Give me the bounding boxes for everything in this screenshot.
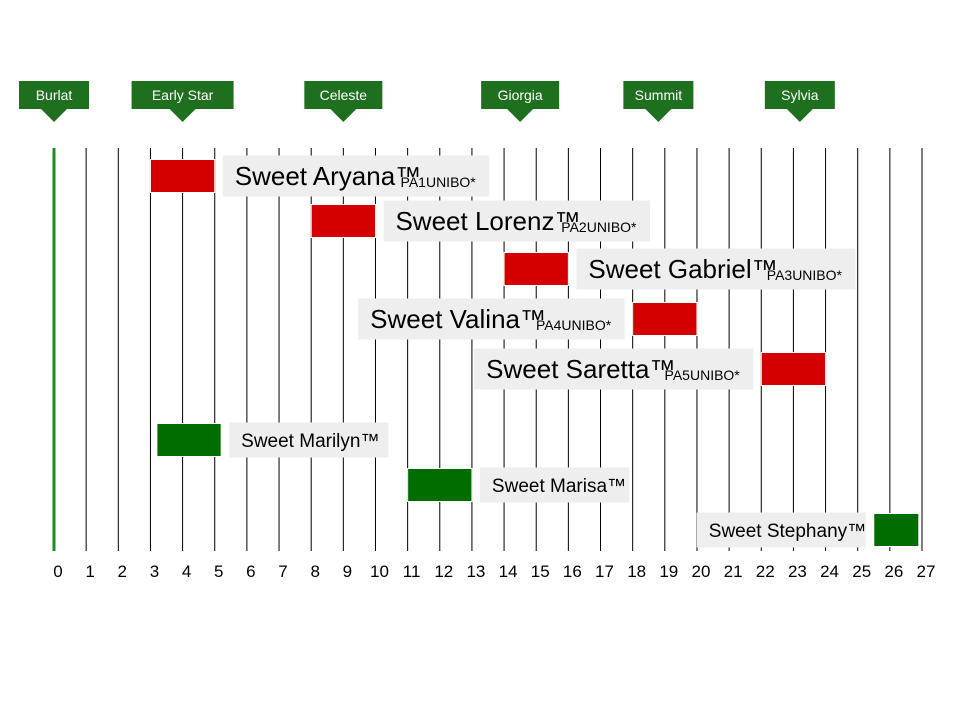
- reference-badge-label: Giorgia: [498, 87, 543, 103]
- x-tick-label: 24: [820, 562, 839, 581]
- variety-code: PA1UNIBO*: [401, 174, 477, 190]
- x-tick-label: 13: [466, 562, 485, 581]
- variety-code: PA2UNIBO*: [561, 219, 637, 235]
- reference-badge-pointer: [168, 108, 197, 122]
- x-tick-label: 15: [531, 562, 550, 581]
- x-tick-label: 20: [692, 562, 711, 581]
- x-tick-label: 12: [434, 562, 453, 581]
- x-tick-label: 8: [310, 562, 319, 581]
- variety-label-box: [222, 155, 490, 197]
- reference-badge-pointer: [329, 108, 358, 122]
- x-tick-label: 5: [214, 562, 223, 581]
- x-tick-label: 22: [756, 562, 775, 581]
- variety-bar: [407, 468, 473, 502]
- x-tick-label: 1: [85, 562, 94, 581]
- x-tick-label: 14: [499, 562, 518, 581]
- x-tick-label: 16: [563, 562, 582, 581]
- variety-name: Sweet Marilyn™: [241, 431, 379, 452]
- reference-varieties: Burlat Early Star Celeste Giorgia Summit Sylv…: [19, 81, 835, 122]
- variety-code: PA4UNIBO*: [536, 317, 612, 333]
- reference-badge: Early Star: [131, 81, 234, 122]
- variety-name: Sweet Gabriel™: [588, 254, 777, 284]
- variety-label-box: [229, 422, 389, 458]
- variety-row: Sweet Marilyn™: [156, 422, 389, 458]
- reference-badge-box: [131, 81, 234, 109]
- reference-badge-label: Sylvia: [781, 87, 819, 103]
- variety-code: PA5UNIBO*: [665, 367, 741, 383]
- x-tick-label: 11: [403, 562, 421, 581]
- variety-bar: [873, 513, 920, 547]
- x-tick-label: 21: [724, 562, 743, 581]
- variety-bar: [156, 423, 222, 457]
- variety-bar: [503, 252, 569, 286]
- reference-badge: Celeste: [304, 81, 383, 122]
- reference-badge-pointer: [785, 108, 814, 122]
- reference-badge: Summit: [623, 81, 694, 122]
- variety-name: Sweet Lorenz™: [395, 206, 580, 236]
- reference-badge-pointer: [644, 108, 673, 122]
- x-tick-label: 19: [659, 562, 678, 581]
- x-tick-label: 27: [917, 562, 936, 581]
- x-tick-label: 26: [884, 562, 903, 581]
- x-tick-label: 2: [118, 562, 127, 581]
- reference-badge-label: Summit: [635, 87, 683, 103]
- x-tick-label: 17: [595, 562, 614, 581]
- variety-label-box: [383, 200, 650, 242]
- reference-badge-box: [623, 81, 694, 109]
- variety-name: Sweet Stephany™: [709, 521, 866, 542]
- reference-badge-pointer: [40, 108, 68, 122]
- x-tick-label: 23: [788, 562, 807, 581]
- variety-label-box: [358, 298, 625, 340]
- reference-badge: Burlat: [19, 81, 89, 122]
- variety-label-box: [474, 348, 754, 390]
- reference-badge: Sylvia: [764, 81, 835, 122]
- x-tick-label: 10: [370, 562, 389, 581]
- reference-badge-label: Celeste: [320, 87, 368, 103]
- reference-badge-box: [764, 81, 835, 109]
- reference-badge-label: Early Star: [152, 87, 214, 103]
- variety-name: Sweet Marisa™: [492, 476, 626, 497]
- variety-row: Sweet Marisa™: [407, 467, 630, 503]
- variety-name: Sweet Saretta™: [486, 354, 675, 384]
- reference-badge-box: [304, 81, 383, 109]
- reference-badge-box: [19, 81, 89, 109]
- variety-name: Sweet Valina™: [370, 304, 546, 334]
- variety-label-box: [696, 512, 866, 548]
- x-tick-label: 3: [150, 562, 159, 581]
- variety-code: PA3UNIBO*: [767, 267, 843, 283]
- x-axis-ticks: 0 1 2 3 4 5 6 7 8 9 10 11 12 13 14 15 16 17 18 19 20 21 22 23 24…: [53, 562, 935, 581]
- x-tick-label: 0: [53, 562, 62, 581]
- reference-badge: Giorgia: [481, 81, 560, 122]
- x-tick-label: 4: [182, 562, 191, 581]
- reference-badge-label: Burlat: [36, 87, 73, 103]
- x-tick-label: 6: [246, 562, 255, 581]
- variety-bar: [310, 204, 376, 238]
- variety-label-box: [479, 467, 630, 503]
- variety-row: Sweet Stephany™: [696, 512, 920, 548]
- x-tick-label: 7: [278, 562, 287, 581]
- variety-bar: [760, 352, 827, 386]
- reference-badge-box: [481, 81, 560, 109]
- x-tick-label: 18: [627, 562, 646, 581]
- variety-name: Sweet Aryana™: [235, 161, 421, 191]
- reference-badge-pointer: [506, 108, 535, 122]
- variety-label-box: [576, 248, 856, 290]
- variety-bar: [149, 159, 216, 193]
- variety-bar: [632, 302, 698, 336]
- x-tick-label: 9: [343, 562, 352, 581]
- x-tick-label: 25: [852, 562, 871, 581]
